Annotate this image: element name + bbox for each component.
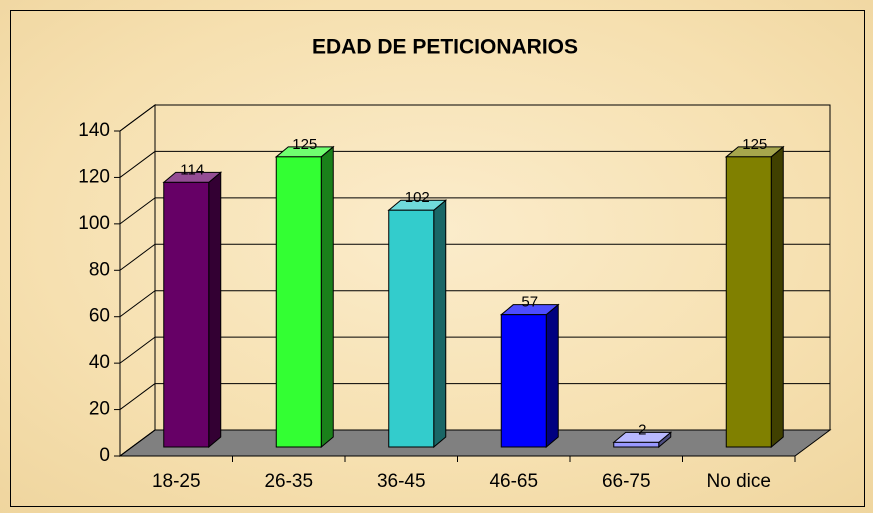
- bar-side: [208, 171, 222, 449]
- value-label: 125: [742, 136, 767, 153]
- value-label: 114: [180, 161, 204, 178]
- bar: [163, 181, 210, 448]
- value-label: 102: [405, 189, 430, 206]
- bar: [725, 156, 772, 448]
- x-tick-label: 18-25: [152, 471, 201, 492]
- floor: [118, 429, 832, 457]
- bar: [275, 156, 322, 448]
- y-tick-label: 60: [89, 306, 110, 327]
- y-tick-label: 80: [89, 259, 110, 280]
- x-tick-label: No dice: [707, 471, 771, 492]
- bar: [388, 209, 435, 448]
- bar-side: [320, 145, 334, 449]
- bar-side: [545, 303, 559, 449]
- x-tick-label: 36-45: [377, 471, 426, 492]
- bar-side: [433, 199, 447, 449]
- x-tick-label: 46-65: [489, 471, 538, 492]
- x-tick-label: 66-75: [602, 471, 651, 492]
- value-label: 125: [292, 136, 317, 153]
- chart-border: [10, 10, 865, 507]
- grid-line: [119, 429, 156, 457]
- y-tick-label: 100: [78, 213, 110, 234]
- y-tick-label: 20: [89, 399, 110, 420]
- grid-line: [119, 151, 156, 178]
- y-tick-label: 120: [78, 166, 110, 187]
- y-tick-label: 40: [89, 352, 110, 373]
- bar: [500, 314, 547, 448]
- grid-line: [119, 336, 156, 364]
- value-label: 2: [638, 421, 646, 438]
- bar: [613, 441, 660, 448]
- grid-line: [119, 197, 156, 225]
- y-tick-label: 0: [99, 445, 110, 466]
- value-label: 57: [521, 294, 538, 311]
- grid-line: [119, 383, 156, 410]
- grid-line: [119, 243, 156, 271]
- chart-title: EDAD DE PETICIONARIOS: [312, 36, 578, 59]
- grid-line: [119, 104, 156, 132]
- x-tick-label: 26-35: [264, 471, 313, 492]
- y-tick-label: 140: [78, 120, 110, 141]
- grid-line: [119, 290, 156, 318]
- bar-side: [770, 145, 784, 449]
